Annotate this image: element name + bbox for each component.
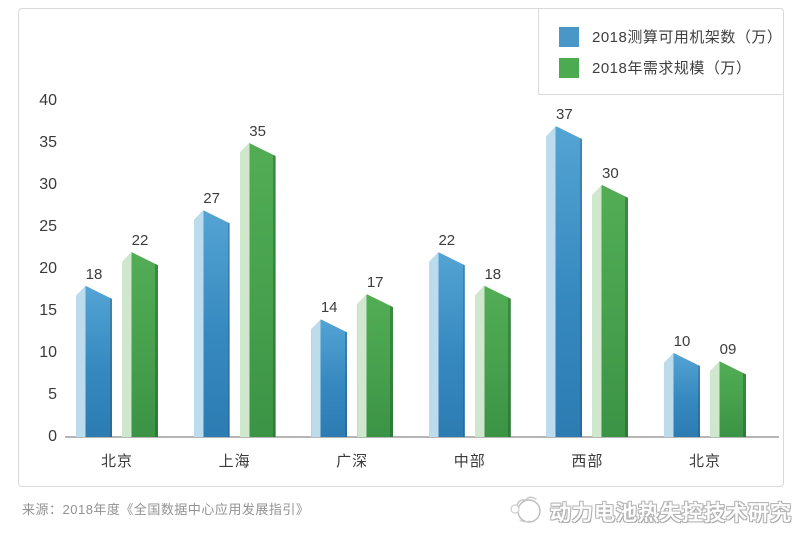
legend-swatch-icon: [559, 57, 579, 78]
bar-group: 37 30: [537, 106, 637, 437]
x-axis-label: 中部: [453, 453, 486, 470]
bar-value-label: 17: [366, 274, 384, 292]
bar-shape: [193, 210, 230, 437]
bar-demand-scale: 22: [122, 232, 158, 437]
bar-demand-scale: 09: [709, 341, 746, 437]
bar-demand-scale: 18: [474, 266, 511, 437]
y-axis-tick: 5: [48, 386, 57, 403]
y-axis-tick: 30: [39, 176, 57, 193]
bar-value-label: 14: [320, 299, 338, 317]
x-axis-baseline: [65, 436, 779, 438]
watermark-text: 动力电池热失控技术研究: [550, 501, 792, 525]
bar-available-racks: 10: [663, 333, 700, 437]
y-axis-tick: 35: [39, 134, 57, 151]
brand-logo-icon: [508, 492, 546, 531]
bar-available-racks: 18: [76, 266, 112, 437]
y-axis-tick: 40: [39, 92, 57, 109]
bar-shape: [357, 294, 394, 437]
bar-shape: [663, 353, 700, 437]
watermark: 动力电池热失控技术研究: [508, 492, 792, 531]
source-note: 来源：2018年度《全国数据中心应用发展指引》: [22, 502, 310, 517]
bar-groups: 18 22 27 35 14 17 22 18 37 30 10 09: [67, 9, 755, 437]
x-axis-label: 上海: [218, 453, 251, 470]
x-axis-label: 广深: [336, 453, 369, 470]
bar-available-racks: 14: [311, 299, 348, 437]
bar-value-label: 22: [438, 232, 456, 250]
bar-value-label: 30: [602, 165, 619, 182]
bar-shape: [474, 285, 511, 437]
bar-shape: [546, 126, 583, 437]
x-axis-labels: 北京 上海 广深 中部 西部 北京: [67, 450, 755, 471]
chart-legend: 2018测算可用机架数（万） 2018年需求规模（万）: [538, 9, 783, 95]
legend-label: 2018测算可用机架数（万）: [592, 29, 783, 46]
x-axis-label: 北京: [100, 453, 133, 470]
bar-available-racks: 27: [193, 190, 230, 437]
bar-shape: [122, 252, 158, 437]
y-axis-tick: 15: [39, 302, 57, 319]
legend-label: 2018年需求规模（万）: [592, 60, 752, 77]
bar-demand-scale: 30: [592, 165, 629, 437]
chart-frame: 2018测算可用机架数（万） 2018年需求规模（万） 0 5 10 15 20 25 30 3…: [18, 8, 784, 487]
y-axis-tick: 25: [39, 218, 57, 235]
x-axis-label: 西部: [571, 453, 604, 470]
y-axis-tick: 0: [48, 428, 57, 445]
bar-group: 10 09: [655, 333, 755, 437]
bar-value-label: 18: [85, 265, 103, 283]
bar-shape: [428, 252, 465, 437]
bar-shape: [592, 185, 629, 437]
bar-group: 18 22: [67, 232, 167, 437]
bar-shape: [311, 319, 348, 437]
bar-group: 27 35: [185, 123, 285, 437]
legend-item: 2018测算可用机架数（万）: [559, 21, 783, 52]
bar-demand-scale: 35: [239, 123, 276, 437]
bar-shape: [709, 361, 746, 437]
bar-value-label: 09: [719, 341, 737, 359]
bar-value-label: 10: [673, 333, 691, 350]
bar-available-racks: 22: [428, 232, 465, 437]
y-axis-tick: 10: [39, 344, 57, 361]
bar-value-label: 27: [203, 190, 220, 208]
bar-group: 14 17: [302, 274, 402, 437]
bar-demand-scale: 17: [357, 274, 394, 437]
x-axis-label: 北京: [688, 453, 721, 470]
bar-value-label: 35: [249, 123, 266, 140]
y-axis-tick: 20: [39, 260, 57, 277]
y-axis: 0 5 10 15 20 25 30 35 40: [19, 9, 59, 486]
legend-item: 2018年需求规模（万）: [559, 52, 783, 83]
bar-group: 22 18: [420, 232, 520, 437]
bar-value-label: 37: [556, 106, 573, 124]
bar-shape: [76, 285, 112, 437]
bar-value-label: 18: [484, 265, 502, 283]
bar-value-label: 22: [131, 232, 149, 250]
bar-shape: [239, 143, 276, 437]
bar-available-racks: 37: [546, 106, 583, 437]
legend-swatch-icon: [559, 26, 579, 47]
